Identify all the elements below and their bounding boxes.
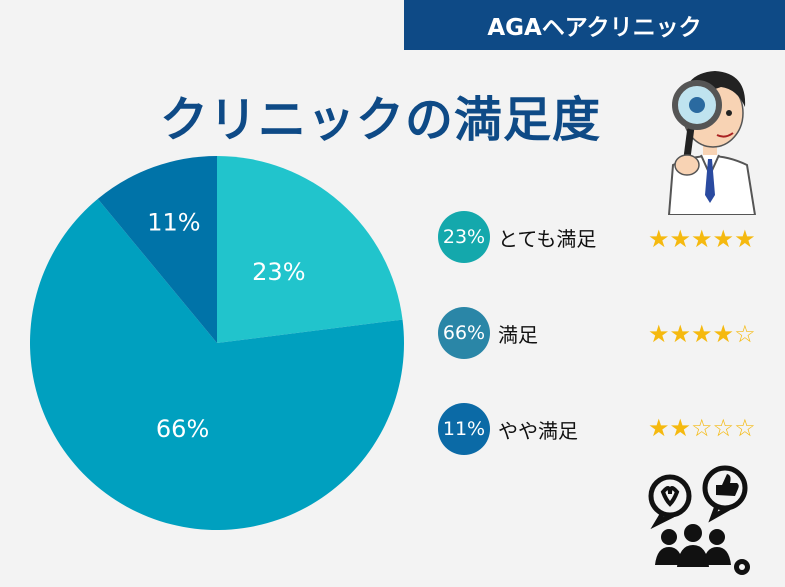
- legend-item-satisfied: 66% 満足: [438, 307, 538, 359]
- legend-label: やや満足: [498, 418, 578, 443]
- rating-stars-4: ★★★★☆: [648, 320, 756, 348]
- pie-slice-label: 66%: [156, 415, 209, 443]
- people-feedback-icon: [648, 465, 750, 575]
- pie-chart: 23% 66% 11%: [30, 156, 404, 530]
- pie-slice-label: 11%: [147, 208, 200, 236]
- legend-label: とても満足: [498, 226, 597, 251]
- doctor-with-magnifier-icon: [667, 71, 757, 215]
- pie-slice-label: 23%: [252, 258, 305, 286]
- rating-stars-5: ★★★★★: [648, 225, 756, 253]
- legend-badge: 23%: [438, 211, 490, 263]
- pie-slice: [217, 156, 403, 343]
- legend-badge: 11%: [438, 403, 490, 455]
- legend-item-somewhat-satisfied: 11% やや満足: [438, 403, 578, 455]
- legend-label: 満足: [498, 322, 538, 347]
- pie-slice: [30, 198, 404, 530]
- legend-item-very-satisfied: 23% とても満足: [438, 211, 597, 263]
- pie-slice: [97, 156, 217, 343]
- brand-banner: AGAヘアクリニック: [404, 0, 785, 50]
- legend-badge: 66%: [438, 307, 490, 359]
- page-title: クリニックの満足度: [160, 92, 602, 148]
- banner-text: AGAヘアクリニック: [487, 15, 702, 41]
- rating-stars-2: ★★☆☆☆: [648, 414, 756, 442]
